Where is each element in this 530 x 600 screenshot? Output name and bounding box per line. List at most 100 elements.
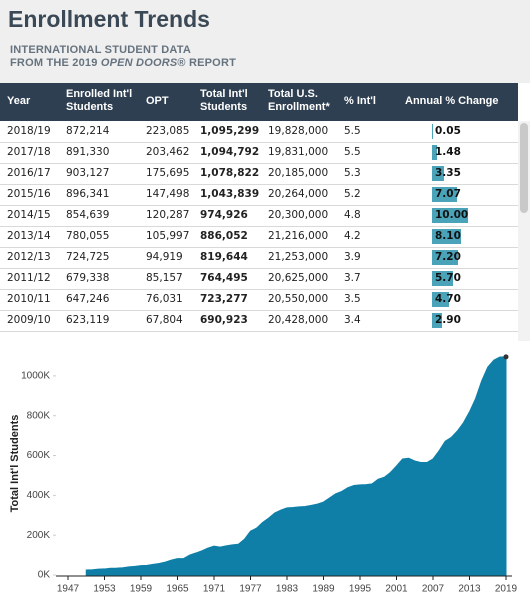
table-cell: 19,828,000 — [268, 125, 329, 137]
column-header: Enrolled Int'l Students — [66, 88, 133, 113]
y-axis-label: Total Int'l Students — [9, 415, 21, 513]
table-cell: 20,550,000 — [268, 293, 329, 305]
table-cell: 20,625,000 — [268, 272, 329, 284]
change-bar — [432, 145, 438, 160]
change-bar — [432, 292, 449, 307]
table-cell: 223,085 — [146, 125, 190, 137]
table-cell: 2011/12 — [7, 272, 51, 284]
title: Enrollment Trends — [8, 6, 210, 32]
subtitle-part: FROM THE 2019 — [10, 57, 101, 69]
table-cell: 94,919 — [146, 251, 183, 263]
change-label: 8.10 — [435, 230, 461, 242]
area — [85, 356, 507, 576]
x-tick-label: 1995 — [349, 584, 372, 595]
y-tick-label: 400K — [27, 490, 51, 501]
table-row: 2018/19 872,214 223,085 1,095,299 19,828,000… — [0, 121, 518, 143]
table-row: 2015/16 896,341 147,498 1,043,839 20,264,000… — [0, 184, 518, 206]
change-bar — [432, 250, 458, 265]
x-tick-label: 1947 — [57, 584, 80, 595]
table-cell: 21,216,000 — [268, 230, 329, 242]
x-tick-label: 1959 — [130, 584, 153, 595]
scrollbar[interactable] — [518, 121, 530, 341]
table-cell: 2013/14 — [7, 230, 51, 242]
table-cell: 872,214 — [66, 125, 110, 137]
chart: 0K 200K 400K 600K 800K 1000K Total Int'l Stude… — [9, 354, 518, 595]
table-row: 2017/18 891,330 203,462 1,094,792 19,831,000… — [0, 142, 518, 164]
column-header: Annual % Change — [405, 95, 499, 107]
x-tick-label: 2001 — [385, 584, 408, 595]
table-cell: 5.5 — [344, 146, 361, 158]
y-tick-label: 600K — [27, 450, 51, 461]
table-cell: 724,725 — [66, 251, 110, 263]
table-row: 2014/15 854,639 120,287 974,926 20,300,000 4.… — [0, 205, 518, 227]
x-tick-label: 2007 — [422, 584, 445, 595]
table-cell: 20,300,000 — [268, 209, 329, 221]
change-label: 7.20 — [435, 251, 461, 263]
subtitle: INTERNATIONAL STUDENT DATA — [10, 44, 191, 56]
change-label: 3.35 — [435, 167, 461, 179]
change-bar — [432, 208, 468, 223]
table-row: 2009/10 623,119 67,804 690,923 20,428,000 3.4… — [0, 310, 518, 332]
table-cell: 67,804 — [146, 314, 183, 326]
table-cell: 2018/19 — [7, 125, 51, 137]
table-cell: 2016/17 — [7, 167, 51, 179]
header: Enrollment Trends INTERNATIONAL STUDENT … — [0, 0, 530, 83]
table-cell: 147,498 — [146, 188, 190, 200]
table-row: 2012/13 724,725 94,919 819,644 21,253,000 3.9… — [0, 247, 518, 269]
change-label: 5.70 — [435, 272, 461, 284]
table-cell: 3.7 — [344, 272, 361, 284]
column-header: % Int'l — [344, 95, 376, 107]
table-cell: 3.4 — [344, 314, 361, 326]
subtitle-part: OPEN DOORS — [100, 57, 178, 69]
table-header: Year Enrolled Int'l Students OPT Total Int'… — [0, 83, 518, 121]
column-header: Total Int'l Students — [200, 88, 248, 113]
table-cell: 175,695 — [146, 167, 190, 179]
scroll-thumb[interactable] — [520, 123, 528, 213]
change-label: 7.07 — [435, 188, 461, 200]
x-tick-label: 2013 — [458, 584, 481, 595]
table-cell: 19,831,000 — [268, 146, 329, 158]
x-tick-label: 1983 — [276, 584, 299, 595]
table-cell: 2017/18 — [7, 146, 51, 158]
table-cell: 21,253,000 — [268, 251, 329, 263]
table-cell: 20,185,000 — [268, 167, 329, 179]
table-cell: 1,095,299 — [200, 125, 260, 137]
y-tick-label: 1000K — [21, 371, 50, 382]
x-tick-label: 1977 — [239, 584, 262, 595]
table-row: 2013/14 780,055 105,997 886,052 21,216,000 4.… — [0, 226, 518, 248]
table-cell: 1,094,792 — [200, 146, 260, 158]
subtitle-part: ® REPORT — [177, 57, 237, 69]
column-header: Total U.S. Enrollment* — [268, 88, 330, 113]
x-tick-label: 1965 — [166, 584, 189, 595]
table-cell: 4.8 — [344, 209, 361, 221]
table-cell: 896,341 — [66, 188, 110, 200]
table-cell: 5.3 — [344, 167, 361, 179]
table-cell: 819,644 — [200, 251, 248, 263]
change-label: 0.05 — [435, 125, 461, 137]
change-bar — [432, 124, 433, 139]
change-bar — [432, 313, 443, 328]
x-tick-label: 1953 — [93, 584, 116, 595]
table-cell: 647,246 — [66, 293, 110, 305]
table-cell: 891,330 — [66, 146, 110, 158]
change-label: 4.70 — [435, 293, 461, 305]
x-tick-label: 2019 — [495, 584, 518, 595]
table-cell: 2015/16 — [7, 188, 51, 200]
table-cell: 203,462 — [146, 146, 190, 158]
table-cell: 3.5 — [344, 293, 361, 305]
change-label: 10.00 — [435, 209, 469, 221]
table-row: 2016/17 903,127 175,695 1,078,822 20,185,000… — [0, 163, 518, 185]
table-cell: 854,639 — [66, 209, 110, 221]
y-tick-label: 0K — [38, 570, 51, 581]
table-cell: 5.2 — [344, 188, 361, 200]
table-cell: 20,264,000 — [268, 188, 329, 200]
table-cell: 679,338 — [66, 272, 110, 284]
table-cell: 1,078,822 — [200, 167, 260, 179]
table-cell: 723,277 — [200, 293, 248, 305]
x-tick-label: 1971 — [203, 584, 226, 595]
table-row: 2011/12 679,338 85,157 764,495 20,625,000 3.7… — [0, 268, 518, 290]
table-cell: 2009/10 — [7, 314, 51, 326]
change-bar — [432, 229, 462, 244]
table-cell: 76,031 — [146, 293, 183, 305]
